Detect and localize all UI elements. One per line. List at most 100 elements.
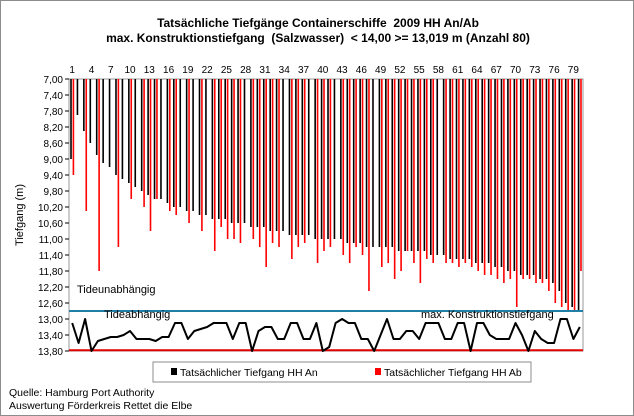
x-tick-label: 67 xyxy=(491,65,503,76)
source-line: Quelle: Hamburg Port Authority xyxy=(9,387,155,399)
x-tick-label: 31 xyxy=(259,65,271,76)
x-tick-label: 40 xyxy=(317,65,329,76)
bar-ab xyxy=(156,79,158,199)
bar-ab xyxy=(323,79,325,251)
bar-an xyxy=(571,79,573,307)
bar-an xyxy=(237,79,239,223)
y-tick-label: 7,80 xyxy=(44,107,64,118)
bar-an xyxy=(378,79,381,247)
y-tick-label: 13,00 xyxy=(38,315,63,326)
x-tick-label: 52 xyxy=(394,65,406,76)
bar-an xyxy=(404,79,406,251)
bar-ab xyxy=(130,79,133,199)
bar-an xyxy=(558,79,561,291)
bar-an xyxy=(288,79,291,235)
bar-an xyxy=(70,79,72,159)
legend-box xyxy=(152,361,532,383)
y-tick-label: 9,00 xyxy=(44,155,64,166)
bar-an xyxy=(282,79,284,231)
bar-ab xyxy=(381,79,383,267)
bar-an xyxy=(185,79,188,211)
bar-ab xyxy=(278,79,280,247)
bar-an xyxy=(449,79,451,259)
bar-ab xyxy=(297,79,300,247)
bar-an xyxy=(83,79,85,131)
bar-ab xyxy=(213,79,216,251)
x-tick-label: 13 xyxy=(144,65,156,76)
tideunabhaengig-label: Tideunabhängig xyxy=(77,284,156,296)
bar-ab xyxy=(445,79,447,263)
bar-ab xyxy=(432,79,435,263)
bar-an xyxy=(487,79,490,263)
bar-ab xyxy=(522,79,524,279)
bar-an xyxy=(179,79,182,207)
bar-an xyxy=(545,79,548,279)
bar-an xyxy=(526,79,528,275)
bar-ab xyxy=(554,79,557,303)
y-tick-label: 11,00 xyxy=(39,235,64,246)
bar-ab xyxy=(496,79,499,279)
bar-an xyxy=(134,79,137,187)
y-tick-label: 10,20 xyxy=(38,203,63,214)
bar-ab xyxy=(226,79,229,239)
bar-ab xyxy=(291,79,293,259)
bar-ab xyxy=(316,79,319,263)
y-tick-label: 11,80 xyxy=(39,267,64,278)
bar-ab xyxy=(387,79,390,263)
bar-an xyxy=(314,79,316,239)
bar-ab xyxy=(368,79,370,291)
y-tick-label: 7,00 xyxy=(44,75,64,86)
bar-ab xyxy=(233,79,235,239)
bar-ab xyxy=(490,79,492,275)
bar-an xyxy=(243,79,246,223)
x-tick-label: 64 xyxy=(471,65,483,76)
bar-ab xyxy=(560,79,563,307)
bar-ab xyxy=(470,79,473,267)
bar-an xyxy=(147,79,149,195)
bar-ab xyxy=(175,79,178,215)
bar-an xyxy=(462,79,464,259)
bar-an xyxy=(385,79,387,247)
bar-an xyxy=(577,79,580,311)
x-tick-label: 10 xyxy=(124,65,136,76)
bar-an xyxy=(365,79,368,247)
bar-an xyxy=(192,79,194,211)
y-tick-label: 12,60 xyxy=(38,299,63,310)
bar-ab xyxy=(528,79,531,279)
bar-ab xyxy=(464,79,467,263)
x-tick-label: 61 xyxy=(452,65,464,76)
bar-an xyxy=(333,79,336,239)
chart-subtitle: max. Konstruktionstiefgang (Salzwasser) … xyxy=(106,31,530,45)
y-axis-title: Tiefgang (m) xyxy=(14,184,26,246)
x-tick-label: 34 xyxy=(279,65,291,76)
bar-an xyxy=(173,79,175,207)
bar-an xyxy=(121,79,124,179)
bar-ab xyxy=(188,79,190,223)
x-tick-label: 55 xyxy=(414,65,426,76)
bar-ab xyxy=(72,79,75,175)
y-tick-label: 10,60 xyxy=(38,219,63,230)
bar-ab xyxy=(567,79,569,311)
bar-ab xyxy=(117,79,120,247)
tideabhaengig-label: Tideabhängig xyxy=(104,309,170,321)
bar-an xyxy=(346,79,349,243)
x-tick-label: 22 xyxy=(202,65,214,76)
bar-ab xyxy=(425,79,428,259)
bar-an xyxy=(519,79,522,275)
bar-an xyxy=(539,79,541,279)
bar-ab xyxy=(573,79,576,311)
bar-ab xyxy=(451,79,454,263)
x-tick-label: 79 xyxy=(568,65,580,76)
bar-ab xyxy=(143,79,145,207)
bar-ab xyxy=(503,79,505,283)
x-tick-label: 46 xyxy=(356,65,368,76)
tideabhaengig-line xyxy=(71,318,581,352)
y-tick-label: 8,60 xyxy=(44,139,64,150)
bar-ab xyxy=(168,79,171,211)
bar-ab xyxy=(220,79,222,227)
bar-ab xyxy=(265,79,267,267)
bar-an xyxy=(494,79,496,267)
y-tick-label: 9,80 xyxy=(44,187,64,198)
